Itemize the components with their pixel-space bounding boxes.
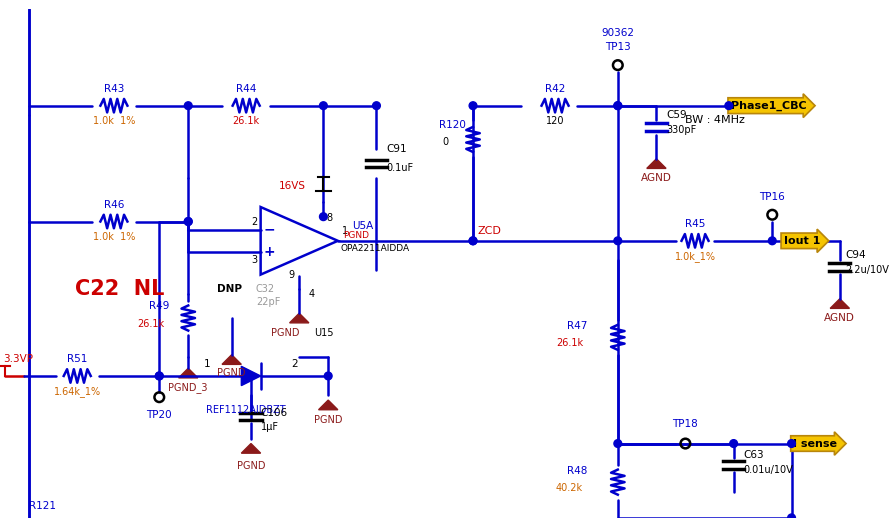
Text: C63: C63 xyxy=(743,450,764,460)
Text: C32: C32 xyxy=(255,284,275,294)
Text: 90362: 90362 xyxy=(602,28,635,38)
Text: 1μF: 1μF xyxy=(261,422,279,432)
Circle shape xyxy=(614,440,621,447)
Text: R43: R43 xyxy=(104,84,124,94)
Text: C91: C91 xyxy=(386,144,407,154)
Text: REF1112AIDBZT: REF1112AIDBZT xyxy=(206,405,286,415)
Circle shape xyxy=(614,237,621,245)
Text: 3.3VP: 3.3VP xyxy=(3,354,33,364)
Polygon shape xyxy=(289,313,309,323)
Text: DNP: DNP xyxy=(217,284,242,294)
Circle shape xyxy=(469,237,477,245)
Text: R120: R120 xyxy=(440,120,466,130)
Text: TP16: TP16 xyxy=(759,192,785,202)
Text: AGND: AGND xyxy=(641,173,672,183)
Text: Phase1_CBC: Phase1_CBC xyxy=(731,101,806,111)
Text: OPA2211AIDDA: OPA2211AIDDA xyxy=(341,244,410,253)
Text: PGND: PGND xyxy=(343,231,368,240)
Polygon shape xyxy=(179,368,198,378)
Circle shape xyxy=(184,218,192,226)
Text: 8: 8 xyxy=(327,213,332,222)
Text: C59: C59 xyxy=(666,110,687,120)
Circle shape xyxy=(614,102,621,110)
Text: 1.64k_1%: 1.64k_1% xyxy=(53,387,101,397)
Circle shape xyxy=(469,237,477,245)
Text: R49: R49 xyxy=(149,301,169,311)
Text: 0.1uF: 0.1uF xyxy=(386,163,413,173)
Text: PGND: PGND xyxy=(271,328,299,338)
Text: 9: 9 xyxy=(288,270,295,280)
Circle shape xyxy=(788,440,796,447)
Text: PGND: PGND xyxy=(217,368,246,378)
Text: 120: 120 xyxy=(546,116,564,126)
Text: Iout 1: Iout 1 xyxy=(784,236,821,246)
Circle shape xyxy=(320,213,328,220)
Text: R48: R48 xyxy=(567,465,587,475)
Circle shape xyxy=(156,372,163,380)
Text: 1: 1 xyxy=(204,359,211,369)
Text: R51: R51 xyxy=(67,354,87,364)
Text: 1.0k_1%: 1.0k_1% xyxy=(675,251,716,262)
Text: AGND: AGND xyxy=(824,313,855,323)
Text: U15: U15 xyxy=(314,328,333,338)
Text: TP18: TP18 xyxy=(673,419,699,429)
Text: 2.2u/10V: 2.2u/10V xyxy=(846,265,889,275)
Text: 330pF: 330pF xyxy=(666,125,696,135)
Circle shape xyxy=(614,102,621,110)
Circle shape xyxy=(725,102,732,110)
Polygon shape xyxy=(222,355,241,364)
Text: 16VS: 16VS xyxy=(279,181,306,191)
Text: +: + xyxy=(263,245,275,259)
Circle shape xyxy=(373,102,380,110)
Circle shape xyxy=(184,218,192,226)
Text: R45: R45 xyxy=(684,219,705,229)
Circle shape xyxy=(768,237,776,245)
Text: R47: R47 xyxy=(567,321,587,331)
Text: U5A: U5A xyxy=(352,221,374,231)
Text: 26.1k: 26.1k xyxy=(556,338,583,348)
Text: TP13: TP13 xyxy=(605,42,631,52)
Text: TP20: TP20 xyxy=(147,410,172,419)
Text: R121: R121 xyxy=(29,501,56,511)
Text: 1.0k  1%: 1.0k 1% xyxy=(93,116,135,126)
Text: PGND: PGND xyxy=(237,461,265,471)
Text: ZCD: ZCD xyxy=(478,226,502,236)
Text: C22  NL: C22 NL xyxy=(76,279,165,299)
Text: 4: 4 xyxy=(309,289,315,299)
Text: R42: R42 xyxy=(545,84,565,94)
Text: 2: 2 xyxy=(291,359,298,369)
Text: 0: 0 xyxy=(442,138,449,148)
Circle shape xyxy=(320,102,328,110)
Circle shape xyxy=(788,514,796,522)
Text: 40.2k: 40.2k xyxy=(556,483,583,493)
Text: R44: R44 xyxy=(236,84,256,94)
Circle shape xyxy=(730,440,738,447)
Text: 1: 1 xyxy=(342,226,348,236)
Text: I sense: I sense xyxy=(794,438,837,448)
Text: PGND: PGND xyxy=(314,415,343,425)
Polygon shape xyxy=(647,159,666,169)
Text: 22pF: 22pF xyxy=(255,297,280,307)
Text: 2: 2 xyxy=(252,217,258,227)
Polygon shape xyxy=(319,400,338,410)
Polygon shape xyxy=(830,299,849,308)
Text: C94: C94 xyxy=(846,250,866,260)
Text: R46: R46 xyxy=(104,200,124,210)
Circle shape xyxy=(469,102,477,110)
Circle shape xyxy=(324,372,332,380)
Text: 3: 3 xyxy=(252,255,258,265)
Text: C106: C106 xyxy=(261,408,287,417)
Polygon shape xyxy=(241,366,261,386)
Text: 0.01u/10V: 0.01u/10V xyxy=(743,465,793,475)
Text: PGND_3: PGND_3 xyxy=(168,382,208,393)
Text: 1.0k  1%: 1.0k 1% xyxy=(93,232,135,242)
Polygon shape xyxy=(241,444,261,453)
Circle shape xyxy=(184,102,192,110)
Text: BW : 4MHz: BW : 4MHz xyxy=(685,115,745,125)
Text: −: − xyxy=(263,222,275,237)
Text: 26.1k: 26.1k xyxy=(232,116,260,126)
Text: 26.1k: 26.1k xyxy=(137,319,164,329)
Circle shape xyxy=(156,372,163,380)
